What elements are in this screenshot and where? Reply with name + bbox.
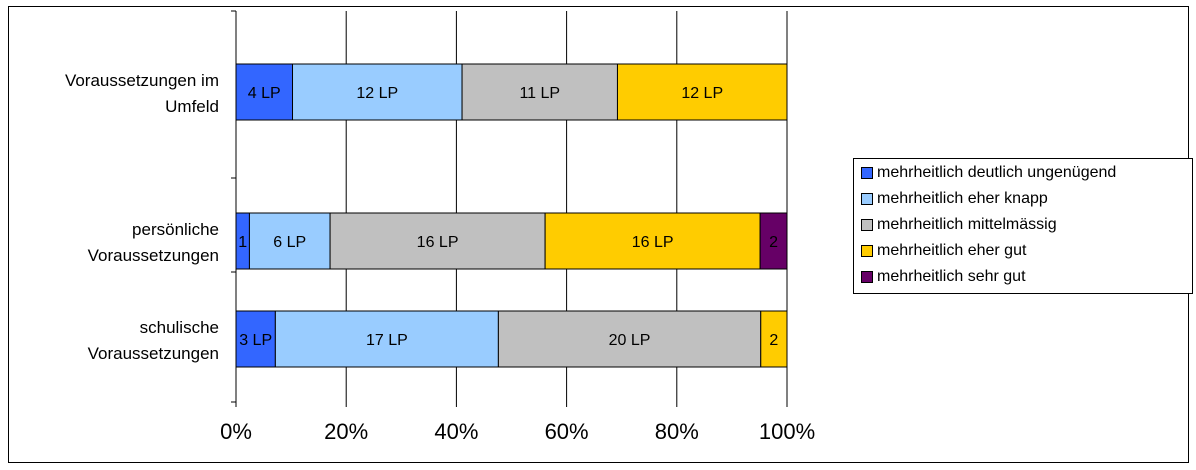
legend-item: mehrheitlich eher knapp bbox=[861, 188, 1048, 210]
data-label: 20 LP bbox=[609, 332, 651, 349]
data-label: 12 LP bbox=[681, 85, 723, 102]
data-label: 2 bbox=[769, 332, 778, 349]
x-tick-label: 20% bbox=[324, 419, 368, 444]
data-label: 16 LP bbox=[632, 234, 674, 251]
legend-label: mehrheitlich eher knapp bbox=[877, 190, 1048, 207]
legend: mehrheitlich deutlich ungenügend mehrheit… bbox=[853, 158, 1193, 294]
data-label: 6 LP bbox=[273, 234, 306, 251]
data-label: 16 LP bbox=[417, 234, 459, 251]
legend-swatch bbox=[861, 219, 873, 231]
bar-segment bbox=[274, 310, 499, 368]
legend-item: mehrheitlich mittelmässig bbox=[861, 214, 1057, 236]
data-label: 4 LP bbox=[248, 85, 281, 102]
bar-segment bbox=[760, 310, 788, 368]
legend-label: mehrheitlich sehr gut bbox=[877, 268, 1026, 285]
bar-segment bbox=[497, 310, 762, 368]
bars bbox=[235, 63, 788, 368]
legend-swatch bbox=[861, 245, 873, 257]
category-label: Voraussetzungen im bbox=[65, 71, 219, 90]
data-label: 17 LP bbox=[366, 332, 408, 349]
x-tick-label: 100% bbox=[759, 419, 815, 444]
x-tick-label: 60% bbox=[545, 419, 589, 444]
legend-label: mehrheitlich mittelmässig bbox=[877, 216, 1057, 233]
category-label: Voraussetzungen bbox=[88, 344, 219, 363]
bar-segment bbox=[461, 63, 618, 121]
data-label: 3 LP bbox=[239, 332, 272, 349]
x-tick-label: 40% bbox=[434, 419, 478, 444]
legend-item: mehrheitlich eher gut bbox=[861, 240, 1026, 262]
legend-item: mehrheitlich deutlich ungenügend bbox=[861, 162, 1116, 184]
legend-swatch bbox=[861, 167, 873, 179]
category-label: Umfeld bbox=[165, 97, 219, 116]
axes bbox=[231, 10, 788, 407]
bar-segment bbox=[616, 63, 788, 121]
category-label: persönliche bbox=[132, 220, 219, 239]
bar-segment bbox=[248, 212, 331, 270]
bar-segment bbox=[329, 212, 546, 270]
data-label: 11 LP bbox=[519, 85, 560, 102]
legend-label: mehrheitlich deutlich ungenügend bbox=[877, 164, 1117, 181]
bar-segment bbox=[544, 212, 761, 270]
category-label: schulische bbox=[140, 318, 219, 337]
bar-segment bbox=[292, 63, 463, 121]
x-tick-label: 0% bbox=[220, 419, 252, 444]
legend-swatch bbox=[861, 193, 873, 205]
category-label: Voraussetzungen bbox=[88, 246, 219, 265]
legend-label: mehrheitlich eher gut bbox=[877, 242, 1027, 259]
data-label: 2 bbox=[769, 234, 778, 251]
data-label: 1 bbox=[238, 234, 247, 251]
x-tick-label: 80% bbox=[655, 419, 699, 444]
labels: 0% 20% 40% 60% 80% 100% 4 LP 12 LP 11 LP 12 LP Vor… bbox=[65, 71, 815, 444]
legend-swatch bbox=[861, 271, 873, 283]
bar-segment bbox=[759, 212, 788, 270]
legend-item: mehrheitlich sehr gut bbox=[861, 266, 1026, 288]
data-label: 12 LP bbox=[356, 85, 398, 102]
